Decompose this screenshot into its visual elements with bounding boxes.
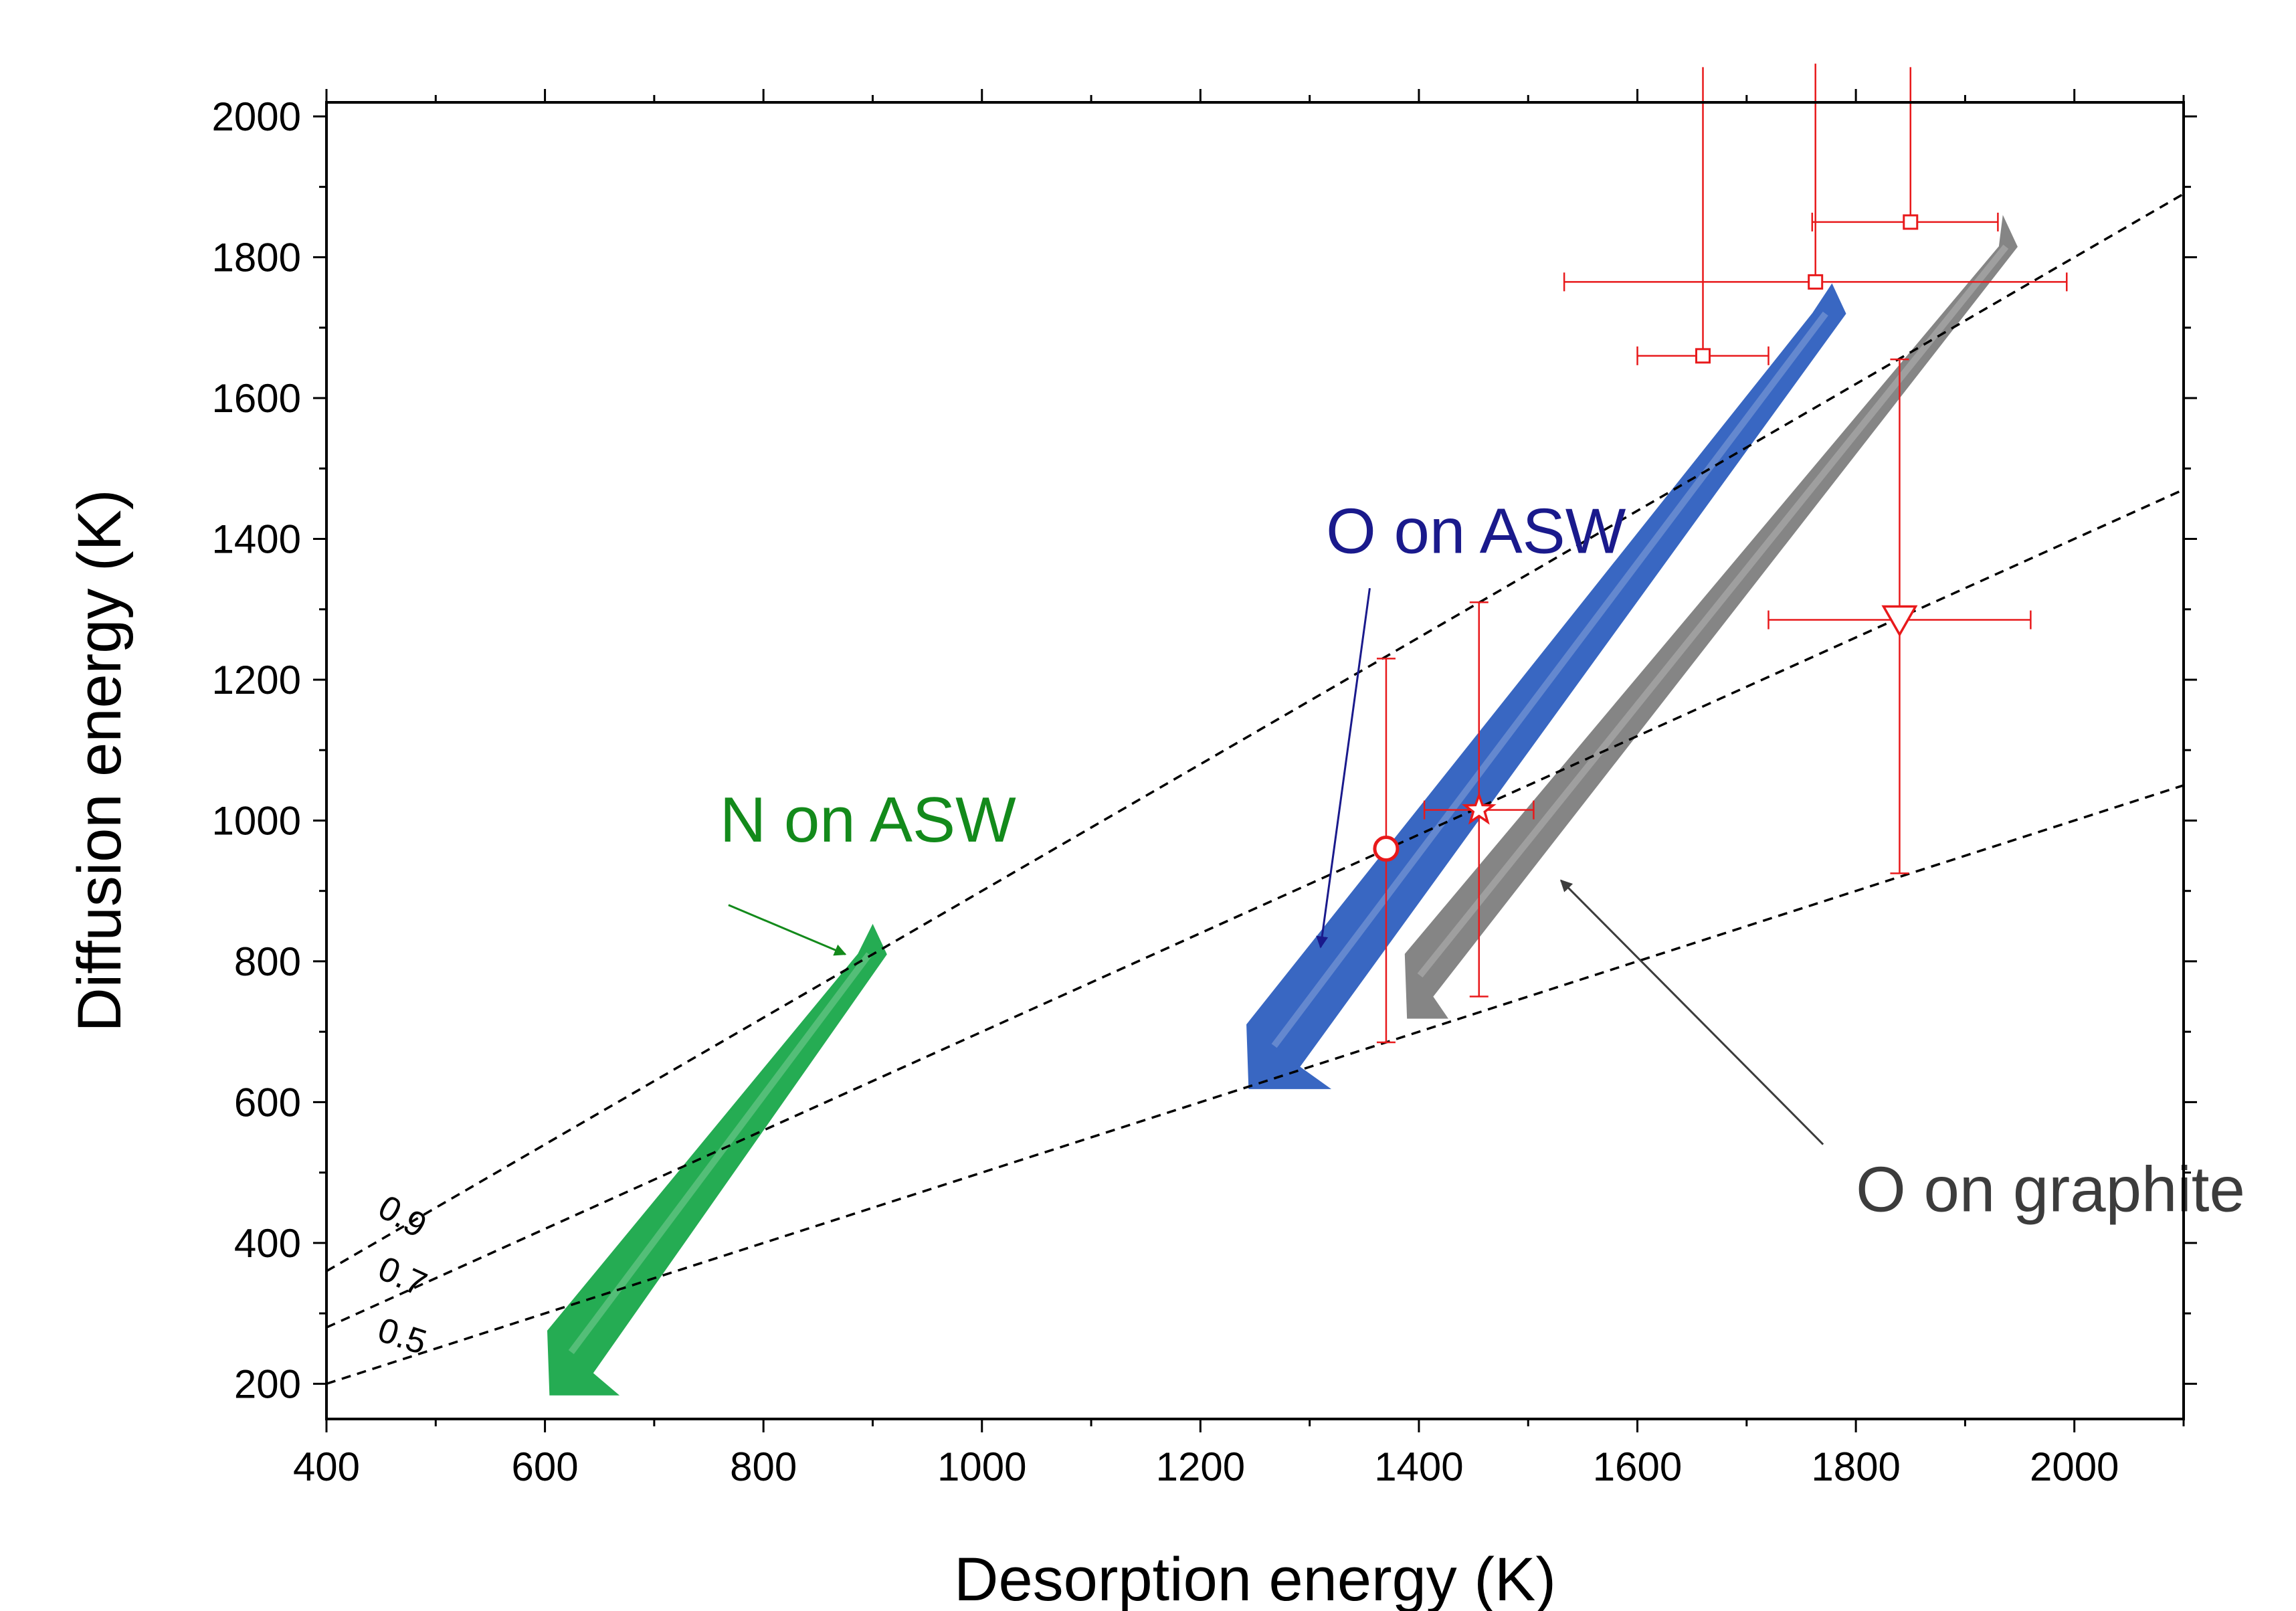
ratio-line [326,488,2184,1329]
y-tick-label: 1400 [212,516,301,561]
ratio-line-label: 0.9 [371,1188,433,1245]
x-tick-label: 1000 [937,1444,1026,1489]
axis-ticks: 400 600 800 1000 1200 1400 1600 1800 2000 200 400 6… [212,89,2197,1489]
y-tick-label: 800 [234,939,301,984]
confidence-regions [547,215,2018,1396]
confidence-region-highlight [568,952,872,1355]
region-arrow [728,904,847,956]
y-tick-label: 1200 [212,658,301,702]
confidence-region [1404,215,2018,1019]
data-point-star [1461,791,1497,825]
data-point-square [1903,214,1919,230]
x-tick-label: 1800 [1811,1444,1900,1489]
x-tick-label: 1600 [1593,1444,1682,1489]
confidence-region [547,923,887,1396]
data-point-triangle [1881,605,1918,638]
region-arrow [1316,587,1371,949]
y-tick-label: 1000 [212,798,301,843]
ratio-line-label: 0.5 [373,1311,432,1362]
y-tick-label: 200 [234,1361,301,1406]
y-tick-label: 1800 [212,235,301,280]
y-tick-label: 600 [234,1080,301,1125]
y-tick-label: 1600 [212,376,301,421]
plot-frame [325,101,2185,1420]
ratio-line [326,193,2184,1272]
data-point-square [1695,348,1711,364]
ratio-line-label: 0.7 [373,1249,433,1305]
region-label: O on ASW [1326,496,1626,567]
x-axis-title: Desorption energy (K) [954,1545,1556,1611]
y-axis-title: Diffusion energy (K) [66,489,134,1032]
region-label: N on ASW [720,784,1016,856]
region-label: O on graphite [1856,1154,2245,1226]
region-arrow [1559,879,1824,1145]
confidence-region-highlight [1271,311,1828,1048]
data-point-square [1808,274,1824,290]
ratio-line [326,784,2184,1386]
x-tick-label: 600 [512,1444,579,1489]
annotations: N on ASW O on ASW O on graphite [720,496,2245,1226]
y-tick-label: 400 [234,1221,301,1266]
x-tick-label: 400 [293,1444,360,1489]
error-bars [1373,64,2068,1044]
x-tick-label: 1400 [1374,1444,1463,1489]
x-tick-label: 1200 [1156,1444,1245,1489]
x-tick-label: 2000 [2030,1444,2119,1489]
y-tick-label: 2000 [212,94,301,139]
confidence-region-highlight [1417,244,2009,978]
x-tick-label: 800 [730,1444,797,1489]
data-point-circle [1373,836,1400,862]
confidence-region [1246,283,1846,1089]
